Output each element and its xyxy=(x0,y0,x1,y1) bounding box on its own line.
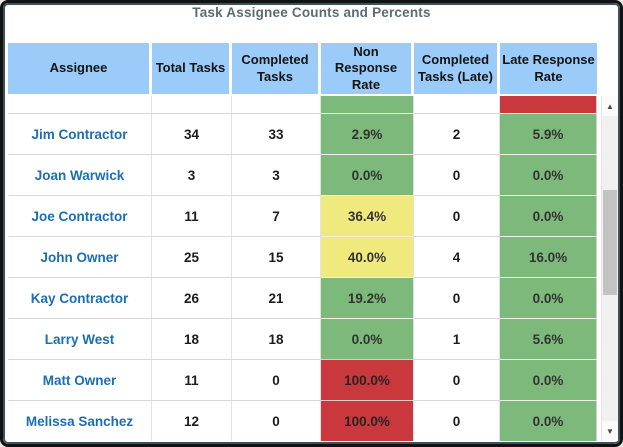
late-response-rate-cell: 16.0% xyxy=(500,236,597,277)
completed-tasks-cell: 3 xyxy=(232,154,321,195)
completed-late-cell: 0 xyxy=(414,359,500,400)
late-response-rate-cell: 0.0% xyxy=(500,359,597,400)
table-row: Joan Warwick 3 3 0.0% 0 0.0% xyxy=(8,154,597,195)
completed-tasks-cell: 18 xyxy=(232,318,321,359)
total-tasks-cell: 26 xyxy=(152,277,232,318)
non-response-rate-cell xyxy=(321,96,414,113)
late-response-rate-cell: 0.0% xyxy=(500,400,597,441)
column-header-late-response-rate: Late Response Rate xyxy=(500,43,597,94)
non-response-rate-cell: 0.0% xyxy=(321,318,414,359)
scrollbar-thumb[interactable] xyxy=(603,190,617,295)
completed-late-cell: 0 xyxy=(414,400,500,441)
non-response-rate-cell: 40.0% xyxy=(321,236,414,277)
assignee-link[interactable]: John Owner xyxy=(8,236,152,277)
table-header-row: Assignee Total Tasks Completed Tasks Non… xyxy=(8,43,597,96)
arrow-up-icon: ▲ xyxy=(606,101,614,111)
total-tasks-cell: 18 xyxy=(152,318,232,359)
assignee-cell xyxy=(8,96,152,113)
assignee-link[interactable]: Joan Warwick xyxy=(8,154,152,195)
arrow-down-icon: ▼ xyxy=(606,426,614,436)
total-tasks-cell: 25 xyxy=(152,236,232,277)
non-response-rate-cell: 100.0% xyxy=(321,400,414,441)
table-row: Matt Owner 11 0 100.0% 0 0.0% xyxy=(8,359,597,400)
completed-late-cell: 0 xyxy=(414,195,500,236)
assignee-link[interactable]: Matt Owner xyxy=(8,359,152,400)
completed-late-cell: 1 xyxy=(414,318,500,359)
completed-tasks-cell: 0 xyxy=(232,359,321,400)
late-response-rate-cell: 5.6% xyxy=(500,318,597,359)
total-tasks-cell: 11 xyxy=(152,359,232,400)
completed-late-cell: 2 xyxy=(414,113,500,154)
assignee-link[interactable]: Joe Contractor xyxy=(8,195,152,236)
late-response-rate-cell: 0.0% xyxy=(500,154,597,195)
assignee-link[interactable]: Kay Contractor xyxy=(8,277,152,318)
late-response-rate-cell xyxy=(500,96,597,113)
table-body: Jim Contractor 34 33 2.9% 2 5.9% Joan Wa… xyxy=(8,96,597,441)
late-response-rate-cell: 5.9% xyxy=(500,113,597,154)
total-tasks-cell xyxy=(152,96,232,113)
completed-late-cell: 0 xyxy=(414,154,500,195)
non-response-rate-cell: 2.9% xyxy=(321,113,414,154)
table-row: Melissa Sanchez 12 0 100.0% 0 0.0% xyxy=(8,400,597,441)
late-response-rate-cell: 0.0% xyxy=(500,277,597,318)
completed-late-cell xyxy=(414,96,500,113)
completed-tasks-cell: 21 xyxy=(232,277,321,318)
column-header-total-tasks: Total Tasks xyxy=(152,43,232,94)
table-row: Kay Contractor 26 21 19.2% 0 0.0% xyxy=(8,277,597,318)
completed-late-cell: 4 xyxy=(414,236,500,277)
table-row: Jim Contractor 34 33 2.9% 2 5.9% xyxy=(8,113,597,154)
non-response-rate-cell: 100.0% xyxy=(321,359,414,400)
total-tasks-cell: 34 xyxy=(152,113,232,154)
total-tasks-cell: 11 xyxy=(152,195,232,236)
assignee-link[interactable]: Larry West xyxy=(8,318,152,359)
scroll-up-button[interactable]: ▲ xyxy=(602,96,618,116)
late-response-rate-cell: 0.0% xyxy=(500,195,597,236)
column-header-assignee: Assignee xyxy=(8,43,152,94)
completed-tasks-cell: 15 xyxy=(232,236,321,277)
total-tasks-cell: 12 xyxy=(152,400,232,441)
assignee-table: Assignee Total Tasks Completed Tasks Non… xyxy=(8,43,597,441)
completed-tasks-cell: 33 xyxy=(232,113,321,154)
column-header-non-response-rate: Non Response Rate xyxy=(321,43,414,94)
scroll-down-button[interactable]: ▼ xyxy=(602,421,618,441)
assignee-link[interactable]: Jim Contractor xyxy=(8,113,152,154)
table-row: John Owner 25 15 40.0% 4 16.0% xyxy=(8,236,597,277)
table-row: Joe Contractor 11 7 36.4% 0 0.0% xyxy=(8,195,597,236)
report-title: Task Assignee Counts and Percents xyxy=(192,5,431,20)
non-response-rate-cell: 0.0% xyxy=(321,154,414,195)
report-frame: Task Assignee Counts and Percents Assign… xyxy=(3,3,620,444)
completed-tasks-cell: 0 xyxy=(232,400,321,441)
non-response-rate-cell: 19.2% xyxy=(321,277,414,318)
non-response-rate-cell: 36.4% xyxy=(321,195,414,236)
column-header-completed-tasks: Completed Tasks xyxy=(232,43,321,94)
total-tasks-cell: 3 xyxy=(152,154,232,195)
table-row: Larry West 18 18 0.0% 1 5.6% xyxy=(8,318,597,359)
completed-late-cell: 0 xyxy=(414,277,500,318)
assignee-link[interactable]: Melissa Sanchez xyxy=(8,400,152,441)
completed-tasks-cell: 7 xyxy=(232,195,321,236)
table-row-partial xyxy=(8,96,597,113)
completed-tasks-cell xyxy=(232,96,321,113)
column-header-completed-tasks-late: Completed Tasks (Late) xyxy=(414,43,500,94)
vertical-scrollbar[interactable]: ▲ ▼ xyxy=(601,96,618,441)
